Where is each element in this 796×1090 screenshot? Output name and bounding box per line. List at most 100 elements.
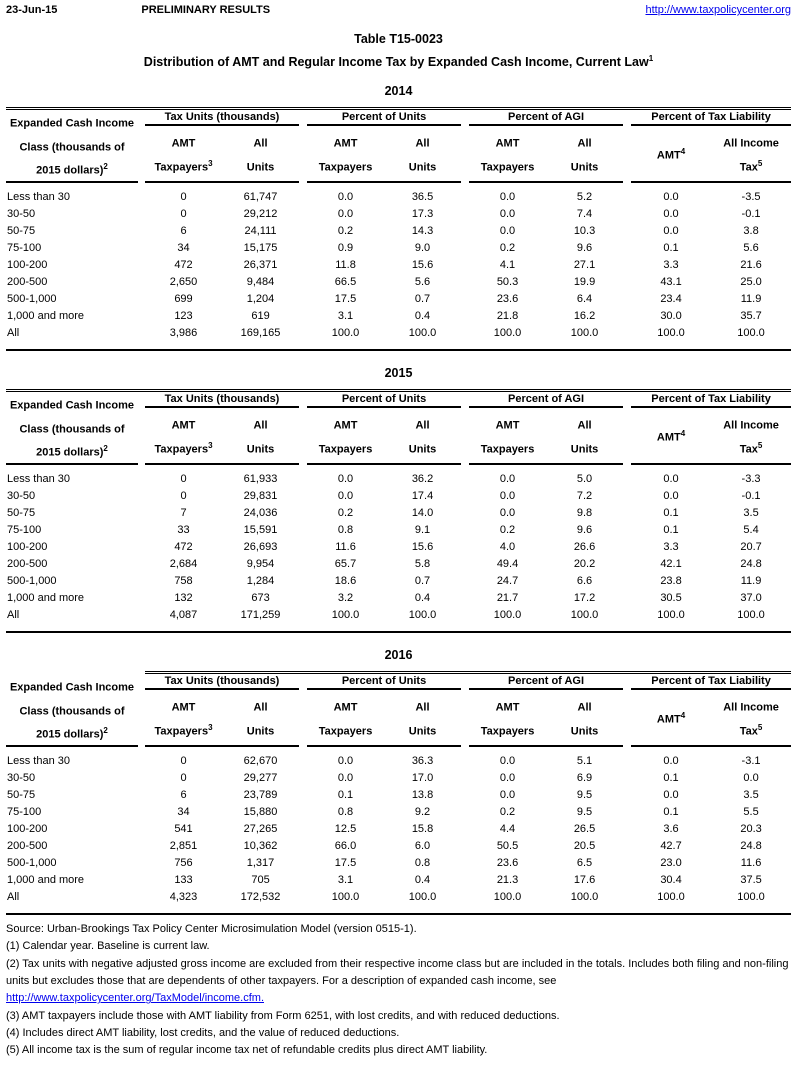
cell: 0.0 [663, 191, 679, 204]
cell: 0.1 [663, 507, 679, 520]
cell: 0.0 [499, 208, 516, 221]
table-row: All 4,087 171,259 100.0 100.0 100.0 100.0 100.0… [6, 607, 791, 624]
taxpolicycenter-link[interactable]: http://www.taxpolicycenter.org [645, 4, 791, 16]
spacer [299, 522, 307, 539]
cell: 0.0 [337, 755, 354, 768]
cell: 0.7 [414, 293, 431, 306]
cell: 0 [180, 772, 187, 785]
cell: 4,087 [169, 609, 198, 622]
year-section: 2015 Expanded Cash Income Class (thousan… [6, 366, 792, 634]
cell: 0.2 [337, 225, 354, 238]
cell: 20.7 [740, 541, 762, 554]
cell: 705 [251, 874, 270, 887]
cell: 3.5 [743, 507, 759, 520]
income-definition-link[interactable]: http://www.taxpolicycenter.org/TaxModel/… [6, 992, 264, 1005]
cell: 11.6 [740, 857, 762, 870]
cell: 36.3 [411, 755, 434, 768]
group-header-percent-of-agi: Percent of AGI [469, 674, 624, 691]
cell: 171,259 [240, 609, 281, 622]
spacer [623, 573, 631, 590]
spacer [138, 206, 145, 223]
cell: 0.2 [499, 524, 516, 537]
group-header-tax-units: Tax Units (thousands) [145, 392, 300, 409]
cell: 673 [251, 592, 270, 605]
spacer [299, 240, 307, 257]
cell: 20.3 [740, 823, 762, 836]
cell: 17.3 [411, 208, 434, 221]
table-top-rule [6, 107, 791, 111]
spacer [461, 291, 469, 308]
distribution-table: Expanded Cash Income Class (thousands of… [6, 392, 792, 624]
spacer [461, 787, 469, 804]
cell: 21.6 [740, 259, 762, 272]
row-label: 1,000 and more [7, 874, 85, 887]
cell: 9,484 [246, 276, 275, 289]
subheader-amt-taxpayers-pct-agi: AMT Taxpayers [469, 407, 547, 466]
subheader-all-units-pct-agi: All Units [546, 125, 624, 184]
cell: 21.7 [496, 592, 519, 605]
spacer [623, 182, 631, 206]
cell: 4,323 [169, 891, 198, 904]
spacer [138, 182, 145, 206]
row-label: 200-500 [7, 558, 48, 571]
date-label: 23-Jun-15 [6, 4, 58, 16]
footnote: (4) Includes direct AMT liability, lost … [6, 1026, 400, 1039]
cell: 23.8 [660, 575, 682, 588]
spacer [138, 855, 145, 872]
cell: 17.5 [334, 857, 357, 870]
footnote: (1) Calendar year. Baseline is current l… [6, 940, 210, 953]
cell: 9.2 [414, 806, 431, 819]
group-header-percent-of-tax-liability: Percent of Tax Liability [631, 110, 792, 127]
spacer [299, 464, 307, 488]
cell: 133 [174, 874, 193, 887]
spacer [623, 110, 631, 182]
spacer [299, 573, 307, 590]
subheader-amt-taxpayers-units: AMT Taxpayers3 [145, 407, 222, 466]
cell: 17.6 [573, 874, 596, 887]
spacer [299, 274, 307, 291]
table-top-rule [6, 389, 791, 393]
table-row: 75-100 33 15,591 0.8 9.1 0.2 9.6 0.1 5.4 [6, 522, 791, 539]
subheader-all-units-pct-units: All Units [384, 125, 462, 184]
table-body: Less than 30 0 62,670 0.0 36.3 0.0 5.1 0.0 -3.1 3… [6, 746, 791, 906]
spacer [138, 488, 145, 505]
cell: 0.1 [663, 242, 679, 255]
spacer [299, 821, 307, 838]
cell: 0.1 [663, 772, 679, 785]
spacer [299, 488, 307, 505]
cell: 0.0 [663, 208, 679, 221]
cell: 0.4 [414, 874, 431, 887]
cell: 26.5 [573, 823, 596, 836]
row-label: 50-75 [7, 789, 36, 802]
cell: 14.3 [411, 225, 434, 238]
cell: 26,693 [243, 541, 278, 554]
table-row: 50-75 6 24,111 0.2 14.3 0.0 10.3 0.0 3.8 [6, 223, 791, 240]
cell: 100.0 [493, 609, 522, 622]
spacer [299, 206, 307, 223]
subheader-amt-taxpayers-units: AMT Taxpayers3 [145, 689, 222, 748]
table-row: 100-200 541 27,265 12.5 15.8 4.4 26.5 3.6 20.3 [6, 821, 791, 838]
table-row: Less than 30 0 61,933 0.0 36.2 0.0 5.0 0.0 -3.3 [6, 464, 791, 488]
cell: 0.0 [663, 473, 679, 486]
subheader-all-income-tax: All Income Tax5 [711, 125, 792, 184]
cell: 23.6 [496, 293, 519, 306]
footnote: (2) Tax units with negative adjusted gro… [6, 957, 789, 987]
cell: 7.2 [576, 490, 593, 503]
spacer [138, 522, 145, 539]
cell: 1,284 [246, 575, 275, 588]
cell: 0 [180, 490, 187, 503]
group-header-tax-units: Tax Units (thousands) [145, 110, 300, 127]
cell: 132 [174, 592, 193, 605]
cell: 9.5 [576, 806, 593, 819]
cell: 6.6 [576, 575, 593, 588]
cell: 11.8 [335, 259, 356, 272]
cell: 5.2 [576, 191, 593, 204]
cell: 100.0 [493, 327, 522, 340]
spacer [623, 488, 631, 505]
spacer [299, 746, 307, 770]
cell: 24,111 [244, 225, 277, 238]
cell: 15,880 [243, 806, 278, 819]
cell: 12.5 [334, 823, 357, 836]
spacer [299, 804, 307, 821]
cell: 9.5 [576, 789, 593, 802]
